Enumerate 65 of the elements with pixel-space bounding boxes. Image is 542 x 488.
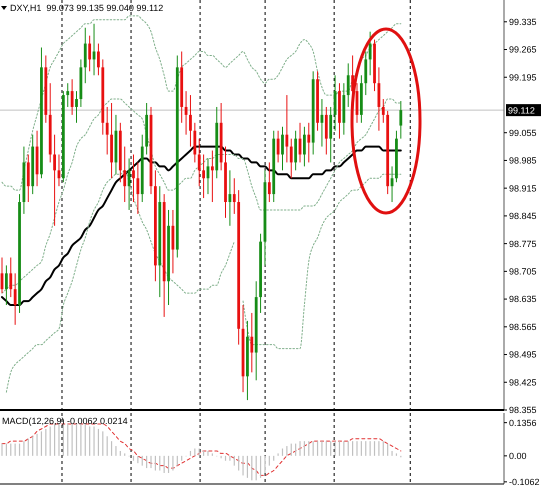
candlestick <box>132 154 135 203</box>
candlestick <box>14 272 17 326</box>
y-tick-label: 98.635 <box>509 294 537 304</box>
candlestick <box>307 122 310 163</box>
candlestick <box>268 162 271 203</box>
candlestick <box>172 209 174 274</box>
candlestick <box>66 82 70 108</box>
y-tick-label: 98.915 <box>509 183 537 194</box>
y-tick-label: -0.1062 <box>509 476 540 487</box>
y-tick-label: 98.775 <box>509 238 537 249</box>
candlestick <box>88 35 92 72</box>
candlestick <box>0 256 4 294</box>
y-tick-label: 99.055 <box>509 128 537 138</box>
y-tick-label: 98.355 <box>509 405 537 416</box>
candlestick <box>128 158 130 210</box>
candlestick <box>285 94 288 163</box>
y-tick-label: 98.705 <box>509 266 537 277</box>
candlestick <box>399 100 402 140</box>
y-tick-label: 98.565 <box>509 322 537 332</box>
line-series <box>2 98 402 294</box>
chart-title: MACD(12,26,9) -0.0062 0.0214 <box>2 416 128 426</box>
candlestick <box>206 158 210 195</box>
candlestick <box>193 122 196 163</box>
candlestick <box>320 98 324 148</box>
candlestick <box>184 90 188 136</box>
candlestick <box>4 264 8 306</box>
candlestick <box>84 27 87 84</box>
y-tick-label: 98.845 <box>509 211 537 222</box>
candlestick <box>228 170 232 226</box>
chart-title: DXY,H1 99.073 99.135 99.040 99.112 <box>10 3 164 13</box>
candlestick <box>276 130 280 163</box>
candlestick <box>303 126 306 167</box>
candlestick <box>92 23 96 76</box>
candlestick <box>334 74 336 132</box>
candlestick <box>382 98 385 124</box>
line-series <box>2 15 402 191</box>
candlestick <box>294 130 298 171</box>
candlestick <box>298 122 302 163</box>
y-tick-label: 99.195 <box>509 72 537 82</box>
y-tick-label: 98.495 <box>509 350 537 360</box>
candlestick <box>368 31 372 76</box>
y-tick-label: 99.265 <box>509 44 537 55</box>
candlestick <box>232 178 236 214</box>
candlestick <box>198 138 201 187</box>
candlestick <box>70 78 74 116</box>
candlestick <box>202 154 205 199</box>
y-tick-label: 98.985 <box>509 156 537 166</box>
candlestick <box>210 150 214 203</box>
candlestick <box>356 82 358 124</box>
y-tick-label: 99.335 <box>509 16 537 27</box>
candlestick <box>250 312 254 373</box>
ref-line-label: 99.112 <box>508 105 535 116</box>
candlestick <box>97 43 100 76</box>
candlestick <box>136 162 140 214</box>
candlestick <box>58 154 60 187</box>
y-tick-label: 0.00 <box>509 450 527 461</box>
candlestick <box>281 126 284 171</box>
candlestick <box>189 94 192 148</box>
y-tick-label: 0.1356 <box>509 418 537 428</box>
candlestick <box>290 138 293 179</box>
candlestick <box>75 90 78 124</box>
candlestick <box>390 166 394 203</box>
candlestick <box>53 134 56 226</box>
y-tick-label: 98.425 <box>509 377 537 388</box>
candlestick <box>378 66 380 132</box>
